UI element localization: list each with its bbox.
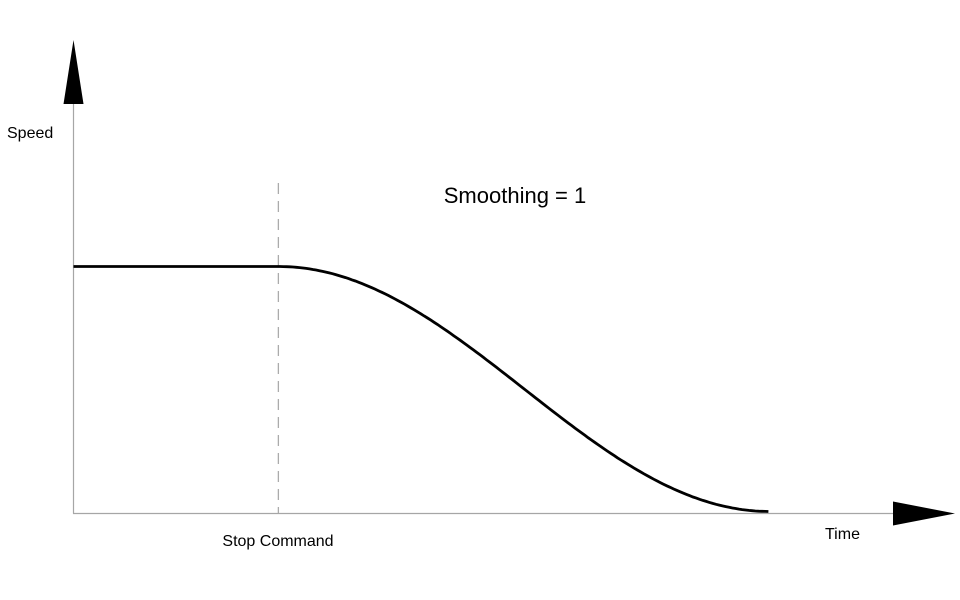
stop-command-label: Stop Command [222,533,334,550]
x-axis-label: Time [825,526,860,543]
y-axis-label: Speed [7,125,54,142]
x-axis-arrowhead-icon [893,501,955,526]
y-axis-arrowhead-icon [63,40,84,104]
speed-curve [73,265,769,513]
chart-title: Smoothing = 1 [443,183,587,208]
